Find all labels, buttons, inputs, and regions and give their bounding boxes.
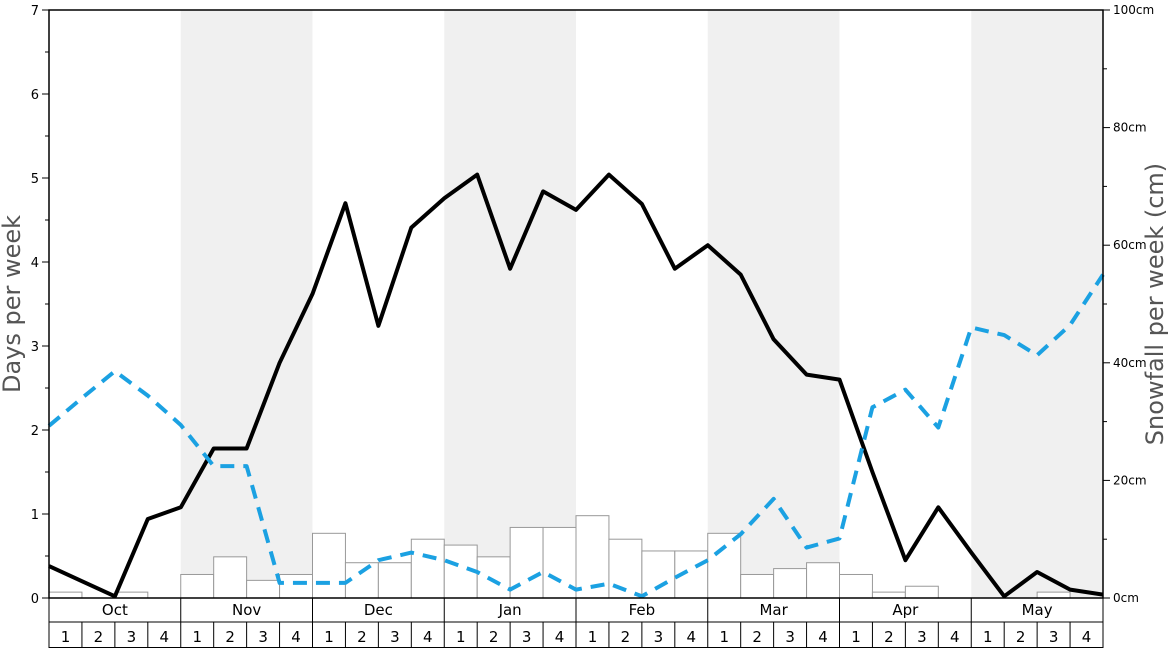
snowfall-bar: [904, 585, 939, 599]
week-label: 1: [61, 628, 71, 646]
week-label: 2: [225, 628, 235, 646]
week-label: 1: [192, 628, 202, 646]
week-label: 2: [94, 628, 104, 646]
week-label: 2: [489, 628, 499, 646]
snowfall-bar: [740, 573, 775, 599]
month-shade-mar: [707, 10, 840, 598]
month-label-jan: Jan: [498, 601, 522, 619]
snowfall-bar: [377, 562, 412, 599]
week-label: 4: [555, 628, 565, 646]
week-label: 2: [357, 628, 367, 646]
snowfall-bar: [180, 573, 215, 599]
week-label: 4: [687, 628, 697, 646]
week-label: 3: [127, 628, 137, 646]
week-label: 2: [884, 628, 894, 646]
solid-series-line: [48, 172, 1104, 599]
snowfall-bar: [279, 573, 313, 599]
week-label: 3: [522, 628, 532, 646]
week-label: 2: [752, 628, 762, 646]
left-tick-label: 5: [31, 172, 39, 187]
week-label: 2: [621, 628, 631, 646]
week-label: 2: [1016, 628, 1026, 646]
snowfall-bar: [410, 538, 445, 599]
left-tick-label: 0: [31, 592, 39, 607]
data-lines: [47, 172, 1105, 599]
week-label: 4: [291, 628, 301, 646]
dashed-series-line: [47, 273, 1105, 599]
week-label: 4: [160, 628, 170, 646]
month-shade-may: [971, 10, 1103, 598]
right-tick-label: 40cm: [1113, 356, 1147, 370]
week-label: 4: [950, 628, 960, 646]
right-axis-title: Snowfall per week (cm): [1141, 163, 1168, 445]
right-axis: 0cm 20cm 40cm 60cm 80cm 100cm: [1103, 3, 1154, 605]
left-tick-label: 4: [31, 256, 39, 271]
left-tick-label: 7: [31, 4, 39, 19]
month-week-axis: Oct 1 2 3 4 Nov 1 2 3 4 Dec 1 2 3 4 Jan 1 2 3 4 Feb 1 2 3 4 Mar 1 2…: [48, 598, 1104, 648]
right-tick-label: 100cm: [1113, 3, 1154, 17]
week-label: 4: [423, 628, 433, 646]
snowfall-bars: [48, 515, 1071, 599]
week-label: 1: [456, 628, 466, 646]
snowfall-bar: [48, 591, 83, 599]
left-tick-label: 1: [31, 508, 39, 523]
week-label: 4: [1082, 628, 1092, 646]
snowfall-bar: [773, 568, 808, 599]
week-label: 1: [983, 628, 993, 646]
snowfall-bar: [806, 562, 840, 599]
week-label: 3: [390, 628, 400, 646]
week-label: 3: [258, 628, 268, 646]
week-label: 4: [818, 628, 828, 646]
month-label-may: May: [1022, 601, 1053, 619]
snowfall-bar: [312, 532, 346, 599]
month-label-nov: Nov: [232, 601, 261, 619]
left-tick-label: 2: [31, 424, 39, 439]
right-tick-label: 20cm: [1113, 473, 1147, 487]
snowfall-bar: [114, 591, 149, 599]
left-axis-title: Days per week: [0, 215, 26, 393]
snowfall-bar: [871, 591, 906, 599]
snowfall-bar: [707, 532, 742, 599]
month-label-oct: Oct: [102, 601, 128, 619]
week-label: 1: [719, 628, 729, 646]
snowfall-bar: [641, 550, 676, 599]
right-tick-label: 0cm: [1113, 591, 1139, 605]
snowfall-bar: [1036, 591, 1071, 599]
month-shade-nov: [180, 10, 313, 598]
week-label: 1: [324, 628, 334, 646]
month-shading: [180, 10, 1103, 598]
month-label-mar: Mar: [759, 601, 788, 619]
left-tick-label: 6: [31, 88, 39, 103]
snowfall-bar: [213, 556, 248, 599]
month-label-dec: Dec: [364, 601, 393, 619]
month-label-apr: Apr: [892, 601, 919, 619]
left-tick-label: 3: [31, 340, 39, 355]
left-axis: 0 1 2 3 4 5 6 7: [31, 4, 49, 607]
week-label: 3: [917, 628, 927, 646]
week-label: 3: [785, 628, 795, 646]
week-label: 3: [1049, 628, 1059, 646]
right-tick-label: 60cm: [1113, 238, 1147, 252]
snowfall-bar: [246, 579, 281, 599]
week-label: 1: [851, 628, 861, 646]
month-shade-jan: [444, 10, 576, 598]
right-tick-label: 80cm: [1113, 121, 1147, 135]
snowfall-bar: [839, 573, 873, 599]
snowfall-bar: [476, 556, 511, 599]
week-label: 1: [588, 628, 598, 646]
week-label: 3: [654, 628, 664, 646]
month-label-feb: Feb: [629, 601, 656, 619]
